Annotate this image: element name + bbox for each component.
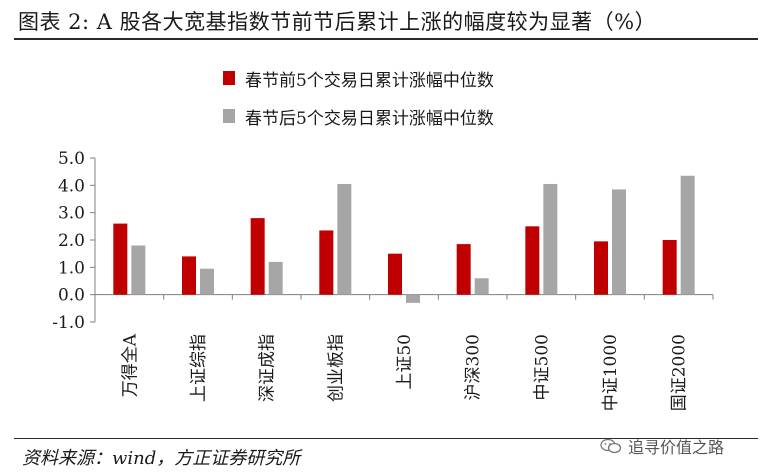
y-tick-label: 0.0	[58, 286, 85, 306]
legend-label-before: 春节前5个交易日累计涨幅中位数	[245, 70, 494, 91]
bar-before	[182, 256, 196, 295]
source-divider	[14, 438, 758, 439]
watermark-text: 追寻价值之路	[628, 438, 725, 457]
title-divider	[14, 38, 758, 40]
bar-before	[525, 226, 540, 295]
x-category-label: 沪深300	[464, 334, 484, 400]
y-tick-label: 2.0	[58, 231, 85, 251]
legend-swatch-after	[223, 109, 235, 123]
x-category-label: 深证成指	[258, 334, 278, 402]
wechat-icon	[600, 438, 622, 454]
bar-before	[594, 241, 608, 295]
bar-after	[612, 189, 626, 295]
bar-before	[250, 218, 265, 295]
bar-after	[543, 183, 558, 295]
bar-after	[200, 268, 214, 295]
bar-before	[388, 253, 402, 295]
bar-after	[474, 278, 489, 295]
bar-after	[131, 245, 146, 295]
x-category-label: 上证50	[395, 334, 415, 390]
legend-label-after: 春节后5个交易日累计涨幅中位数	[245, 108, 494, 129]
y-tick-label: 5.0	[58, 149, 85, 169]
bar-after	[680, 175, 695, 295]
x-category-label: 国证2000	[670, 334, 690, 411]
bar-before	[113, 223, 128, 295]
bar-after	[406, 294, 420, 303]
x-category-label: 上证综指	[189, 334, 209, 402]
chart-title: 图表 2: A 股各大宽基指数节前节后累计上涨的幅度较为显著（%）	[18, 10, 657, 34]
bar-before	[456, 244, 471, 295]
y-tick-label: 4.0	[58, 176, 85, 196]
y-tick-label: 3.0	[58, 204, 85, 224]
legend-swatch-before	[223, 71, 235, 85]
x-category-label: 万得全A	[120, 333, 140, 397]
bar-after	[337, 183, 352, 295]
x-category-label: 创业板指	[326, 334, 346, 402]
legend-item-after: 春节后5个交易日累计涨幅中位数	[223, 102, 494, 130]
y-tick-label: 1.0	[58, 258, 85, 278]
bar-before	[319, 230, 334, 295]
bar-chart: 5.0 4.0 3.0 2.0 1.0 0.0 -1.0 万得全A 上证综指 深证成指 创业板指 上证…	[52, 149, 714, 411]
bar-after	[268, 261, 283, 295]
x-category-label: 中证1000	[601, 334, 621, 411]
source-note: 资料来源：wind，方正证券研究所	[22, 448, 301, 469]
legend: 春节前5个交易日累计涨幅中位数 春节后5个交易日累计涨幅中位数	[223, 64, 494, 140]
legend-item-before: 春节前5个交易日累计涨幅中位数	[223, 64, 494, 92]
bar-before	[662, 240, 677, 295]
y-tick-label: -1.0	[52, 313, 85, 333]
x-category-label: 中证500	[532, 334, 552, 400]
watermark: 追寻价值之路	[600, 434, 724, 458]
